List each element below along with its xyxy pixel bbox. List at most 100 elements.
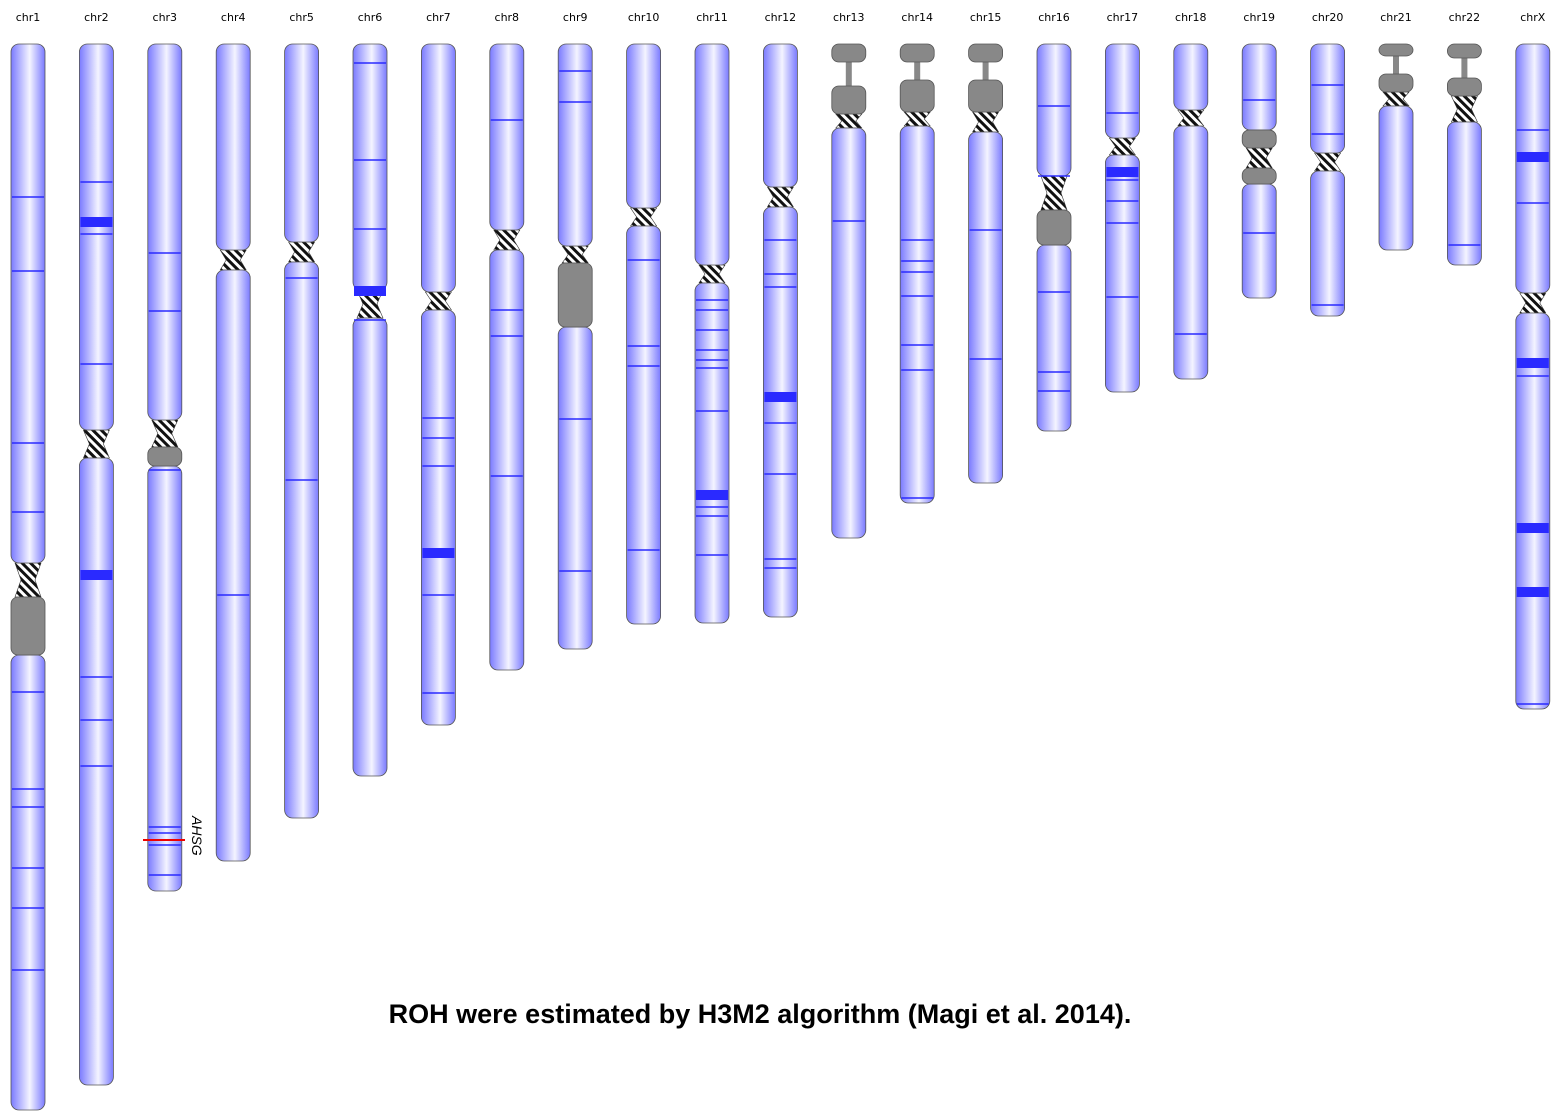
ideogram: AHSG ROH were estimated by H3M2 algorith… <box>0 0 1556 1117</box>
heterochromatin <box>1447 78 1481 96</box>
chromosome <box>79 44 113 1085</box>
chromosome-label: chr11 <box>696 11 728 24</box>
heterochromatin <box>558 263 592 327</box>
arm <box>11 44 45 563</box>
stalk <box>1393 56 1399 74</box>
arm <box>558 327 592 649</box>
heterochromatin <box>1447 44 1481 58</box>
heterochromatin <box>832 44 866 62</box>
arm <box>11 655 45 1110</box>
arm <box>1037 44 1071 176</box>
chromosome-label: chr18 <box>1175 11 1207 24</box>
arm <box>353 318 387 776</box>
centromere <box>289 242 315 262</box>
centromere <box>836 114 862 128</box>
chromosome-label: chr10 <box>628 11 660 24</box>
band <box>696 490 728 500</box>
chromosomes <box>11 44 1550 1110</box>
band <box>1517 523 1549 533</box>
centromere <box>15 563 41 597</box>
chromosome <box>216 44 250 861</box>
heterochromatin <box>11 597 45 655</box>
arm <box>695 44 729 265</box>
arm <box>627 226 661 624</box>
centromere <box>220 250 246 270</box>
stalk <box>914 62 920 80</box>
heterochromatin <box>1242 130 1276 148</box>
arm <box>285 44 319 242</box>
arm <box>1105 155 1139 392</box>
chromosome-label: chr22 <box>1449 11 1481 24</box>
arm <box>490 44 524 230</box>
band <box>1517 358 1549 368</box>
band <box>764 392 796 402</box>
chromosome-label: chr14 <box>901 11 933 24</box>
chromosome-label: chr12 <box>765 11 797 24</box>
arm <box>627 44 661 208</box>
arm <box>148 44 182 420</box>
arm <box>1311 44 1345 153</box>
gene-label: AHSG <box>189 815 205 856</box>
centromere <box>152 420 178 447</box>
band <box>1517 587 1549 597</box>
chromosome <box>558 44 592 649</box>
chromosome-label: chr8 <box>495 11 520 24</box>
band <box>1517 152 1549 162</box>
chromosome <box>1174 44 1208 379</box>
arm <box>353 44 387 290</box>
arm <box>695 283 729 623</box>
arm <box>969 132 1003 483</box>
arm <box>763 44 797 187</box>
centromere <box>1041 176 1067 210</box>
chromosome-label: chr3 <box>153 11 178 24</box>
arm <box>763 207 797 617</box>
chromosome <box>148 44 182 891</box>
centromere <box>767 187 793 207</box>
arm <box>79 458 113 1085</box>
centromere <box>83 430 109 458</box>
arm <box>421 310 455 725</box>
centromere <box>1315 153 1341 171</box>
chromosome-label: chr21 <box>1380 11 1412 24</box>
caption: ROH were estimated by H3M2 algorithm (Ma… <box>389 999 1132 1029</box>
chromosome <box>11 44 45 1110</box>
chromosome <box>1105 44 1139 392</box>
centromere <box>1520 293 1546 313</box>
chromosome <box>1242 44 1276 298</box>
chromosome <box>285 44 319 818</box>
band <box>80 570 112 580</box>
arm <box>490 250 524 670</box>
chromosome <box>1516 44 1550 709</box>
centromere <box>562 246 588 263</box>
chromosome <box>1311 44 1345 316</box>
heterochromatin <box>969 80 1003 112</box>
arm <box>1311 171 1345 316</box>
chromosome <box>900 44 934 503</box>
band <box>422 548 454 558</box>
centromere <box>1109 138 1135 155</box>
centromere <box>1178 110 1204 126</box>
heterochromatin <box>969 44 1003 62</box>
chromosome <box>695 44 729 623</box>
centromere <box>699 265 725 283</box>
arm <box>1174 44 1208 110</box>
band <box>354 286 386 296</box>
arm <box>900 126 934 503</box>
arm <box>79 44 113 430</box>
arm <box>421 44 455 292</box>
chromosome-label: chr2 <box>84 11 109 24</box>
chromosome-label: chr4 <box>221 11 246 24</box>
heterochromatin <box>1379 74 1413 92</box>
arm <box>1174 126 1208 379</box>
centromere <box>631 208 657 226</box>
centromere <box>1383 92 1409 106</box>
centromere <box>904 112 930 126</box>
arm <box>216 270 250 861</box>
chromosome <box>969 44 1003 483</box>
arm <box>285 262 319 818</box>
chromosome <box>1379 44 1413 250</box>
chromosome-label: chr6 <box>358 11 383 24</box>
chromosome <box>1037 44 1071 431</box>
chromosome <box>627 44 661 624</box>
arm <box>1037 245 1071 431</box>
